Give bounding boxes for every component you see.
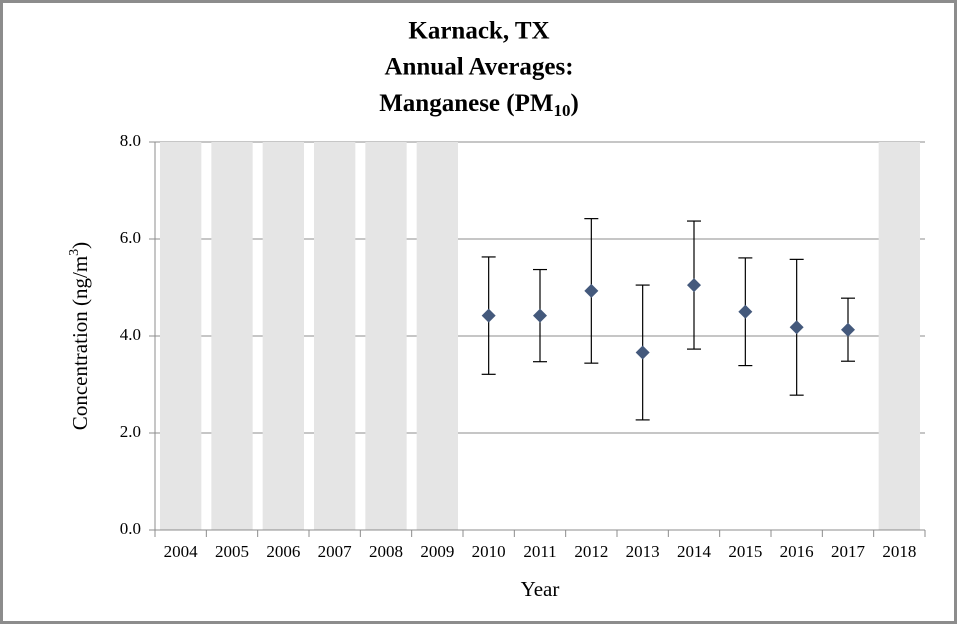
x-tick-label: 2016 [780, 542, 814, 561]
title-subscript: 10 [553, 101, 570, 120]
marker [584, 283, 599, 298]
x-tick-label: 2010 [472, 542, 506, 561]
marker [841, 322, 855, 337]
no-data-shade [262, 142, 304, 530]
x-tick-label: 2012 [574, 542, 608, 561]
y-title-suffix: ) [68, 242, 92, 249]
x-tick-label: 2004 [164, 542, 199, 561]
x-axis-title: Year [521, 577, 560, 601]
x-tick-label: 2006 [266, 542, 300, 561]
marker [481, 308, 496, 323]
title-text: Manganese (PM [379, 90, 553, 117]
chart-title: Manganese (PM10) [379, 90, 579, 120]
x-tick-label: 2015 [728, 542, 762, 561]
marker [635, 345, 650, 360]
x-tick-label: 2017 [831, 542, 866, 561]
x-tick-label: 2011 [523, 542, 556, 561]
no-data-shade [211, 142, 253, 530]
y-tick-label: 6.0 [120, 228, 141, 247]
x-tick-label: 2007 [318, 542, 353, 561]
y-tick-label: 8.0 [120, 131, 141, 150]
y-tick-label: 0.0 [120, 519, 141, 538]
x-tick-label: 2005 [215, 542, 249, 561]
title-suffix: ) [570, 90, 578, 117]
no-data-shade [416, 142, 458, 530]
no-data-shade [365, 142, 407, 530]
x-tick-label: 2018 [882, 542, 916, 561]
no-data-shade [160, 142, 202, 530]
y-tick-label: 4.0 [120, 325, 141, 344]
marker [687, 278, 701, 293]
no-data-shade [314, 142, 356, 530]
chart-title: Karnack, TX [408, 18, 549, 45]
x-tick-label: 2009 [420, 542, 454, 561]
x-tick-label: 2008 [369, 542, 403, 561]
y-title-superscript: 3 [67, 249, 82, 256]
marker [738, 304, 753, 319]
x-tick-label: 2014 [677, 542, 712, 561]
y-tick-label: 2.0 [120, 422, 141, 441]
no-data-shade [878, 142, 920, 530]
x-tick-label: 2013 [626, 542, 660, 561]
marker [789, 320, 804, 335]
chart-title: Annual Averages: [384, 54, 573, 81]
marker [533, 308, 547, 323]
y-axis-title: Concentration (ng/m3) [67, 242, 92, 430]
y-title-text: Concentration (ng/m [68, 256, 92, 430]
